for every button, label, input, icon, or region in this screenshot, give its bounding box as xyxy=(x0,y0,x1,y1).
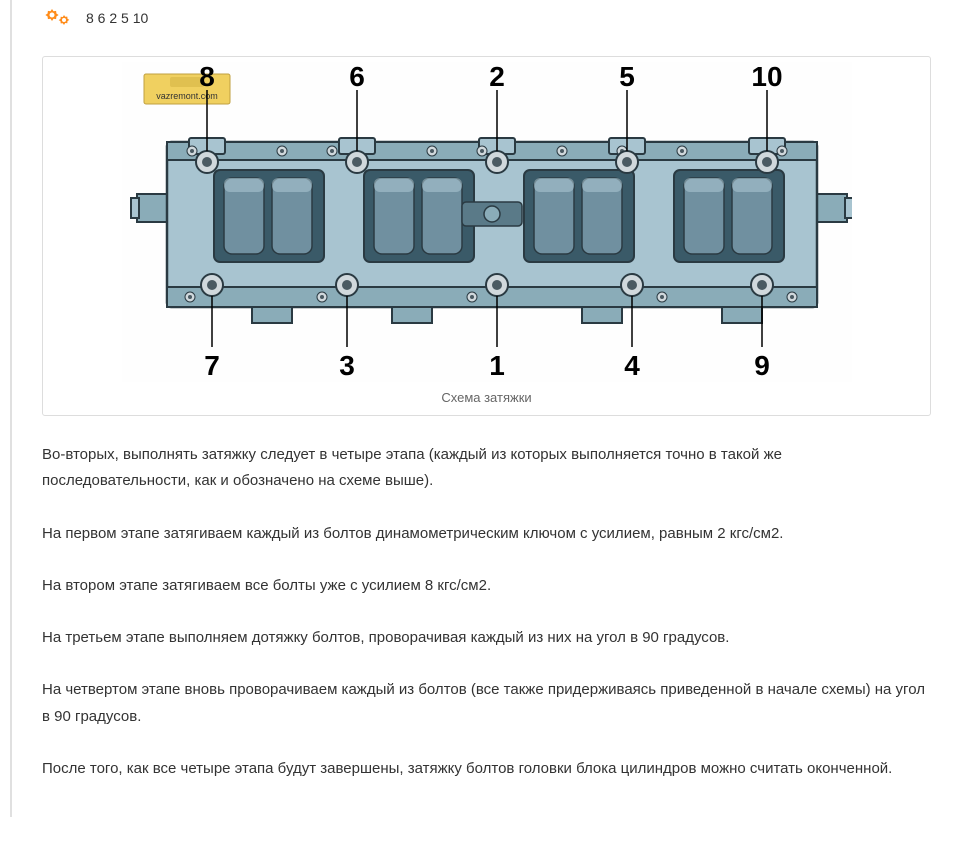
header-numbers: 8 6 2 5 10 xyxy=(86,10,148,26)
svg-text:8: 8 xyxy=(199,62,215,92)
paragraph: После того, как все четыре этапа будут з… xyxy=(42,756,931,782)
figure-container: vazremont.com8 6 2 5 10 7 3 1 4 9 Схема затяжки xyxy=(42,56,931,416)
gear-icon xyxy=(42,6,74,30)
svg-text:6: 6 xyxy=(349,62,365,92)
svg-text:2: 2 xyxy=(489,62,505,92)
svg-text:7: 7 xyxy=(204,350,220,381)
figure-caption: Схема затяжки xyxy=(43,382,930,405)
paragraph: На третьем этапе выполняем дотяжку болто… xyxy=(42,625,931,651)
svg-text:9: 9 xyxy=(754,350,770,381)
svg-text:1: 1 xyxy=(489,350,505,381)
paragraph: На втором этапе затягиваем все болты уже… xyxy=(42,573,931,599)
header-row: 8 6 2 5 10 xyxy=(42,0,931,36)
svg-text:10: 10 xyxy=(751,62,782,92)
paragraph: На четвертом этапе вновь проворачиваем к… xyxy=(42,677,931,730)
svg-text:3: 3 xyxy=(339,350,355,381)
torque-diagram: vazremont.com8 6 2 5 10 7 3 1 4 9 xyxy=(122,62,852,382)
svg-text:5: 5 xyxy=(619,62,635,92)
svg-text:vazremont.com: vazremont.com xyxy=(156,91,218,101)
svg-text:4: 4 xyxy=(624,350,640,381)
paragraph: Во-вторых, выполнять затяжку следует в ч… xyxy=(42,442,931,495)
paragraph: На первом этапе затягиваем каждый из бол… xyxy=(42,521,931,547)
